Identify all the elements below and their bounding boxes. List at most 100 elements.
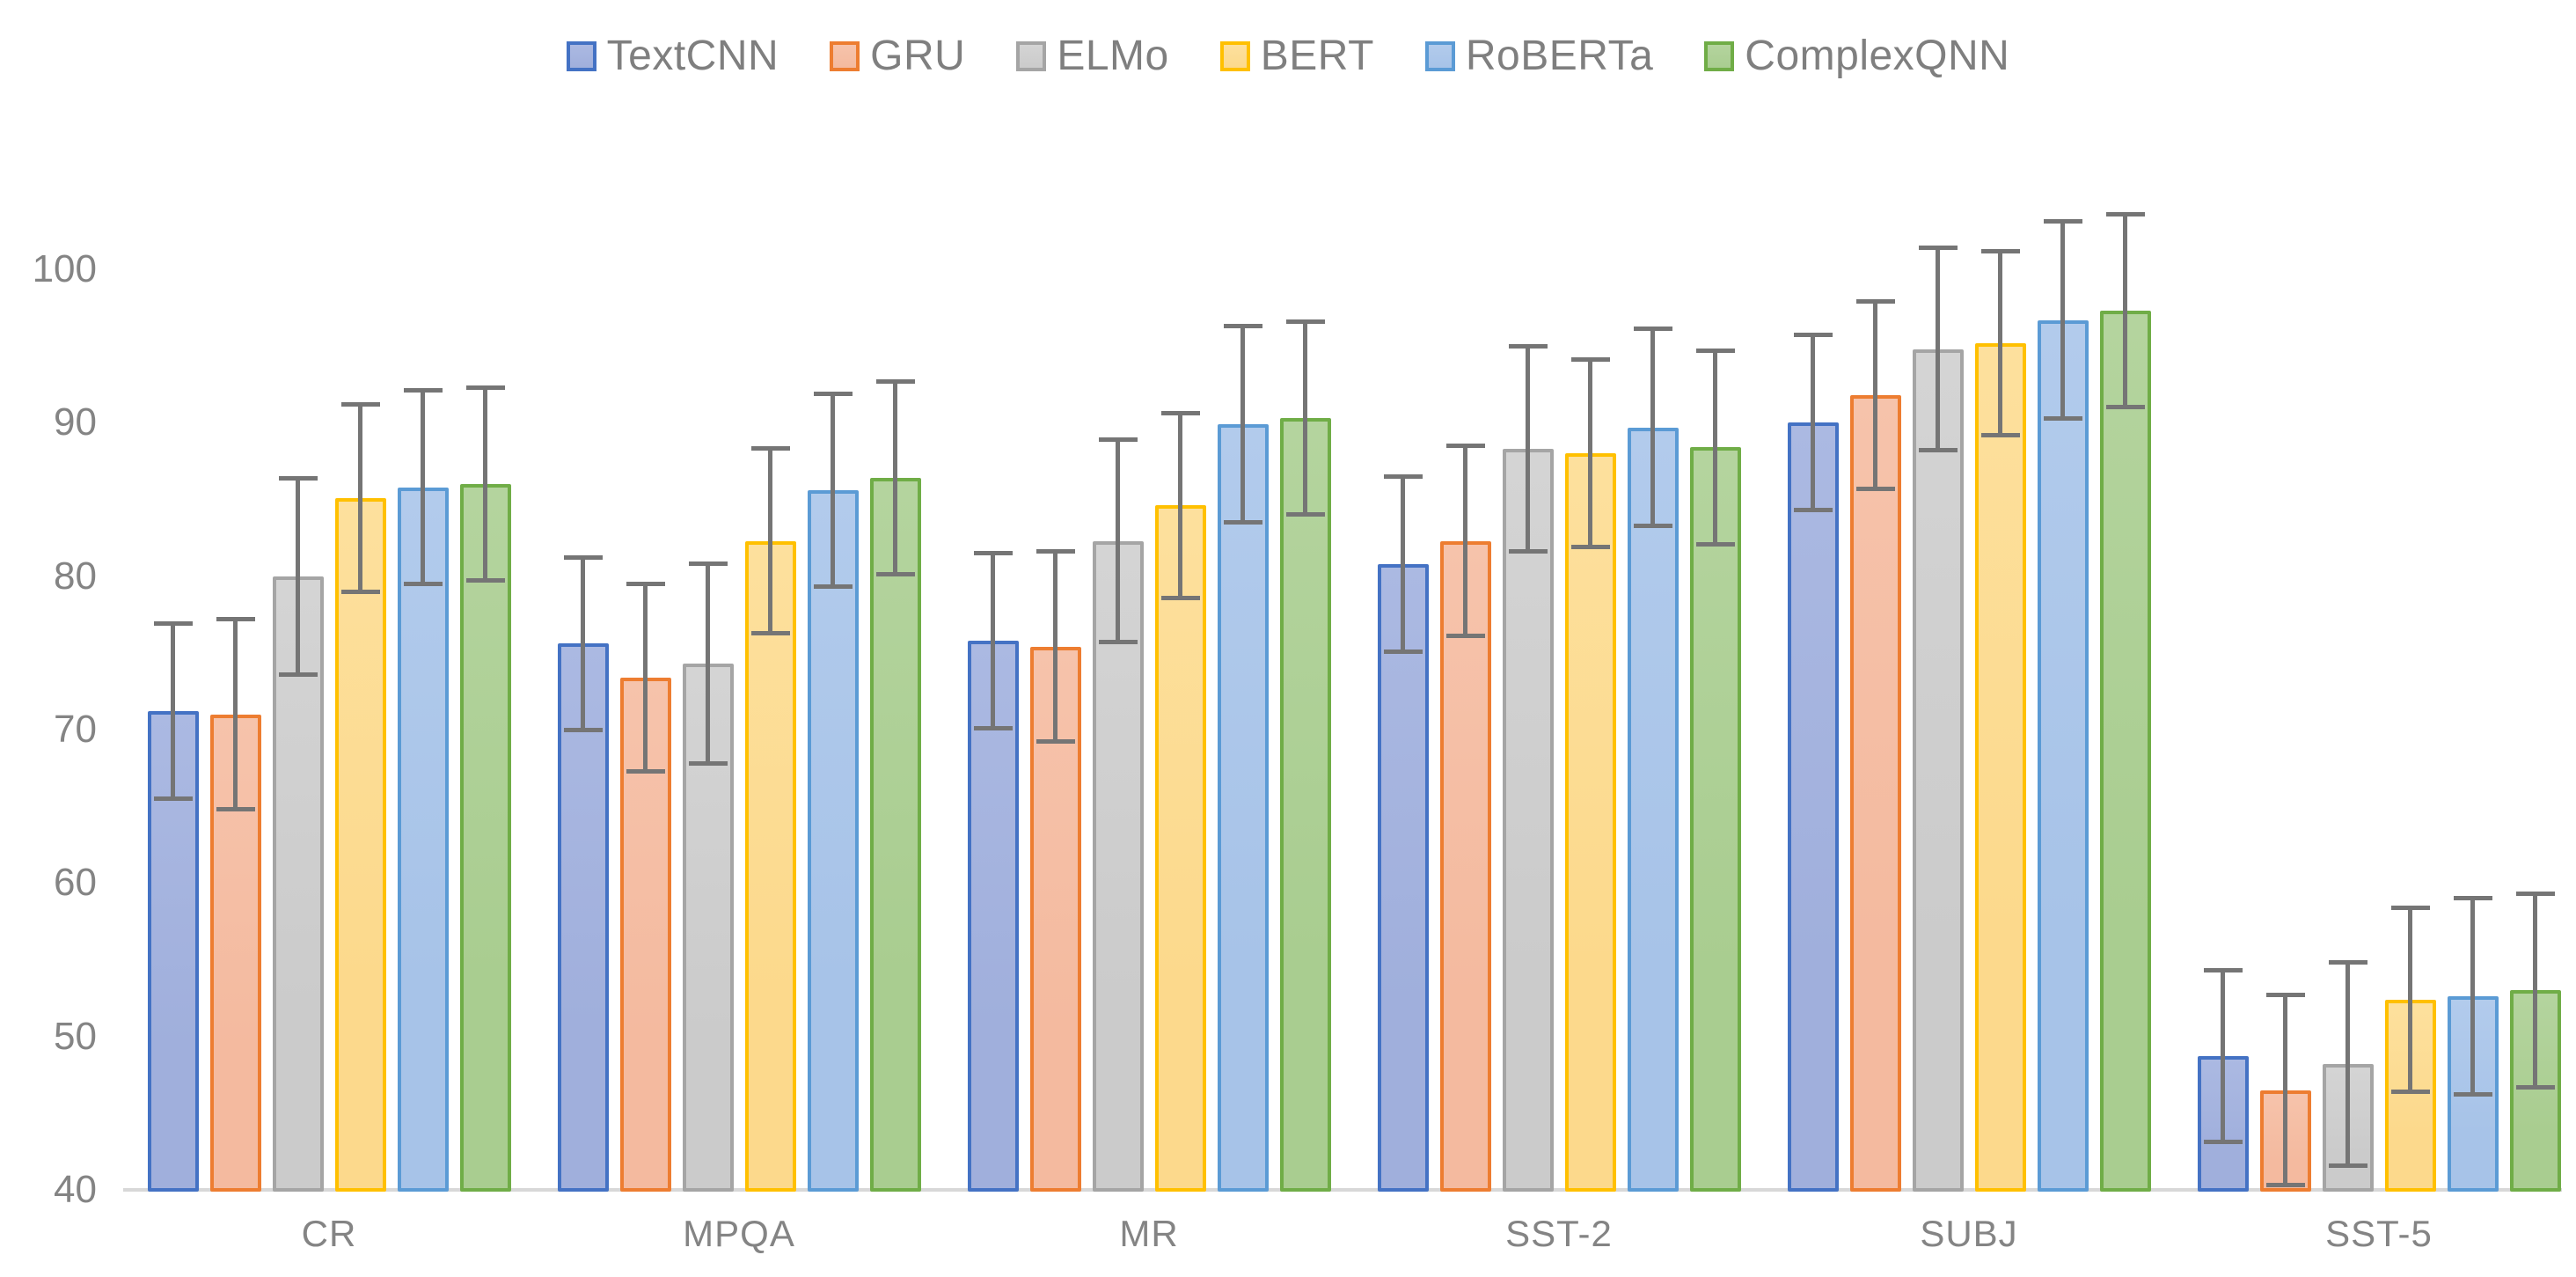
error-cap-top-textcnn-subj bbox=[1793, 333, 1833, 338]
error-cap-top-textcnn-mpqa bbox=[563, 555, 603, 561]
error-cap-top-elmo-mpqa bbox=[688, 561, 728, 567]
error-cap-bottom-textcnn-mpqa bbox=[563, 727, 603, 732]
error-bar-bert-sst-5 bbox=[2408, 907, 2412, 1092]
bar-gru-mr bbox=[1029, 646, 1081, 1192]
error-cap-bottom-complexqnn-subj bbox=[2105, 405, 2145, 410]
error-bar-textcnn-sst-5 bbox=[2221, 970, 2225, 1142]
error-cap-top-elmo-subj bbox=[1918, 246, 1958, 251]
error-bar-bert-mr bbox=[1178, 413, 1182, 598]
error-cap-bottom-bert-subj bbox=[1980, 432, 2020, 437]
bar-roberta-mpqa bbox=[807, 490, 859, 1192]
bar-complexqnn-subj bbox=[2099, 311, 2151, 1192]
legend-swatch-textcnn bbox=[566, 40, 596, 71]
bar-bert-mr bbox=[1154, 505, 1206, 1192]
error-cap-bottom-bert-sst-2 bbox=[1570, 545, 1610, 550]
legend-label-textcnn: TextCNN bbox=[606, 33, 779, 79]
bar-elmo-mr bbox=[1092, 540, 1144, 1192]
error-bar-textcnn-subj bbox=[1811, 334, 1815, 510]
legend-label-gru: GRU bbox=[870, 33, 966, 79]
error-cap-bottom-complexqnn-sst-5 bbox=[2515, 1084, 2555, 1090]
error-cap-top-roberta-mpqa bbox=[813, 391, 853, 396]
y-tick-70: 70 bbox=[54, 708, 97, 751]
error-cap-bottom-complexqnn-mpqa bbox=[875, 572, 915, 577]
bar-bert-mpqa bbox=[744, 540, 796, 1192]
error-bar-roberta-subj bbox=[2060, 221, 2065, 419]
error-bar-complexqnn-cr bbox=[483, 387, 487, 581]
bar-roberta-subj bbox=[2037, 319, 2089, 1192]
error-cap-top-bert-mpqa bbox=[750, 446, 790, 451]
y-tick-80: 80 bbox=[54, 554, 97, 598]
bar-complexqnn-mr bbox=[1279, 418, 1331, 1192]
error-cap-top-gru-subj bbox=[1855, 299, 1895, 305]
error-cap-bottom-textcnn-cr bbox=[153, 796, 193, 801]
y-tick-100: 100 bbox=[32, 247, 97, 290]
error-bar-gru-sst-2 bbox=[1463, 445, 1467, 636]
error-bar-textcnn-mr bbox=[991, 553, 995, 729]
error-cap-top-textcnn-mr bbox=[973, 551, 1013, 556]
error-bar-gru-mr bbox=[1053, 551, 1057, 742]
legend-label-complexqnn: ComplexQNN bbox=[1745, 33, 2010, 79]
error-cap-bottom-complexqnn-sst-2 bbox=[1695, 541, 1735, 547]
error-cap-bottom-elmo-cr bbox=[278, 672, 318, 677]
bar-complexqnn-sst-2 bbox=[1689, 447, 1741, 1192]
error-cap-bottom-roberta-sst-2 bbox=[1633, 523, 1672, 528]
error-bar-roberta-sst-2 bbox=[1650, 328, 1655, 526]
error-bar-complexqnn-mpqa bbox=[893, 381, 897, 575]
category-label-mpqa: MPQA bbox=[683, 1213, 795, 1254]
legend-item-complexqnn: ComplexQNN bbox=[1704, 32, 2009, 80]
error-bar-bert-cr bbox=[358, 404, 362, 592]
error-cap-top-bert-sst-5 bbox=[2390, 905, 2430, 910]
y-tick-90: 90 bbox=[54, 400, 97, 444]
legend-swatch-gru bbox=[830, 40, 860, 71]
error-bar-roberta-mr bbox=[1240, 326, 1245, 523]
error-cap-bottom-elmo-subj bbox=[1918, 448, 1958, 453]
bar-textcnn-subj bbox=[1787, 422, 1839, 1192]
error-cap-top-bert-cr bbox=[340, 401, 380, 407]
error-bar-elmo-mr bbox=[1116, 439, 1120, 642]
error-cap-top-bert-mr bbox=[1160, 411, 1200, 416]
error-cap-top-gru-sst-5 bbox=[2265, 993, 2305, 998]
error-bar-elmo-sst-5 bbox=[2345, 962, 2350, 1166]
bar-elmo-sst-2 bbox=[1502, 448, 1554, 1192]
error-cap-top-gru-cr bbox=[216, 616, 255, 621]
error-cap-bottom-complexqnn-mr bbox=[1285, 512, 1325, 517]
error-bar-textcnn-mpqa bbox=[581, 557, 585, 730]
bar-textcnn-mpqa bbox=[557, 643, 609, 1192]
x-axis-line bbox=[123, 1188, 2562, 1192]
error-cap-bottom-textcnn-subj bbox=[1793, 508, 1833, 513]
error-cap-bottom-gru-sst-2 bbox=[1445, 634, 1485, 639]
error-cap-top-complexqnn-mr bbox=[1285, 319, 1325, 324]
error-cap-top-gru-mr bbox=[1036, 549, 1075, 554]
category-label-subj: SUBJ bbox=[1920, 1213, 2018, 1254]
legend-swatch-roberta bbox=[1424, 40, 1455, 71]
category-label-sst-2: SST-2 bbox=[1505, 1213, 1613, 1254]
bar-textcnn-mr bbox=[967, 640, 1019, 1192]
error-bar-gru-mpqa bbox=[643, 583, 648, 772]
error-bar-gru-cr bbox=[233, 619, 238, 810]
error-bar-complexqnn-subj bbox=[2123, 214, 2127, 407]
error-bar-complexqnn-sst-2 bbox=[1713, 350, 1717, 545]
error-cap-top-textcnn-sst-5 bbox=[2203, 968, 2243, 973]
error-cap-top-textcnn-cr bbox=[153, 621, 193, 627]
category-label-mr: MR bbox=[1119, 1213, 1179, 1254]
error-bar-textcnn-sst-2 bbox=[1401, 476, 1405, 652]
error-cap-top-elmo-mr bbox=[1098, 437, 1138, 442]
bar-bert-cr bbox=[334, 497, 386, 1192]
error-cap-bottom-elmo-mpqa bbox=[688, 760, 728, 766]
error-cap-bottom-bert-cr bbox=[340, 589, 380, 594]
error-bar-complexqnn-sst-5 bbox=[2533, 893, 2537, 1088]
error-cap-bottom-complexqnn-cr bbox=[465, 578, 505, 583]
error-cap-bottom-gru-subj bbox=[1855, 486, 1895, 491]
error-bar-bert-sst-2 bbox=[1588, 359, 1592, 547]
error-cap-top-elmo-sst-5 bbox=[2328, 960, 2367, 965]
bar-bert-subj bbox=[1974, 342, 2026, 1192]
legend-item-gru: GRU bbox=[830, 32, 965, 80]
error-cap-bottom-roberta-mr bbox=[1223, 520, 1262, 525]
error-cap-top-elmo-sst-2 bbox=[1508, 343, 1548, 349]
error-cap-bottom-textcnn-mr bbox=[973, 725, 1013, 730]
error-cap-top-complexqnn-sst-2 bbox=[1695, 348, 1735, 353]
legend-item-roberta: RoBERTa bbox=[1424, 32, 1653, 80]
error-cap-bottom-bert-mr bbox=[1160, 595, 1200, 600]
error-cap-top-elmo-cr bbox=[278, 475, 318, 481]
